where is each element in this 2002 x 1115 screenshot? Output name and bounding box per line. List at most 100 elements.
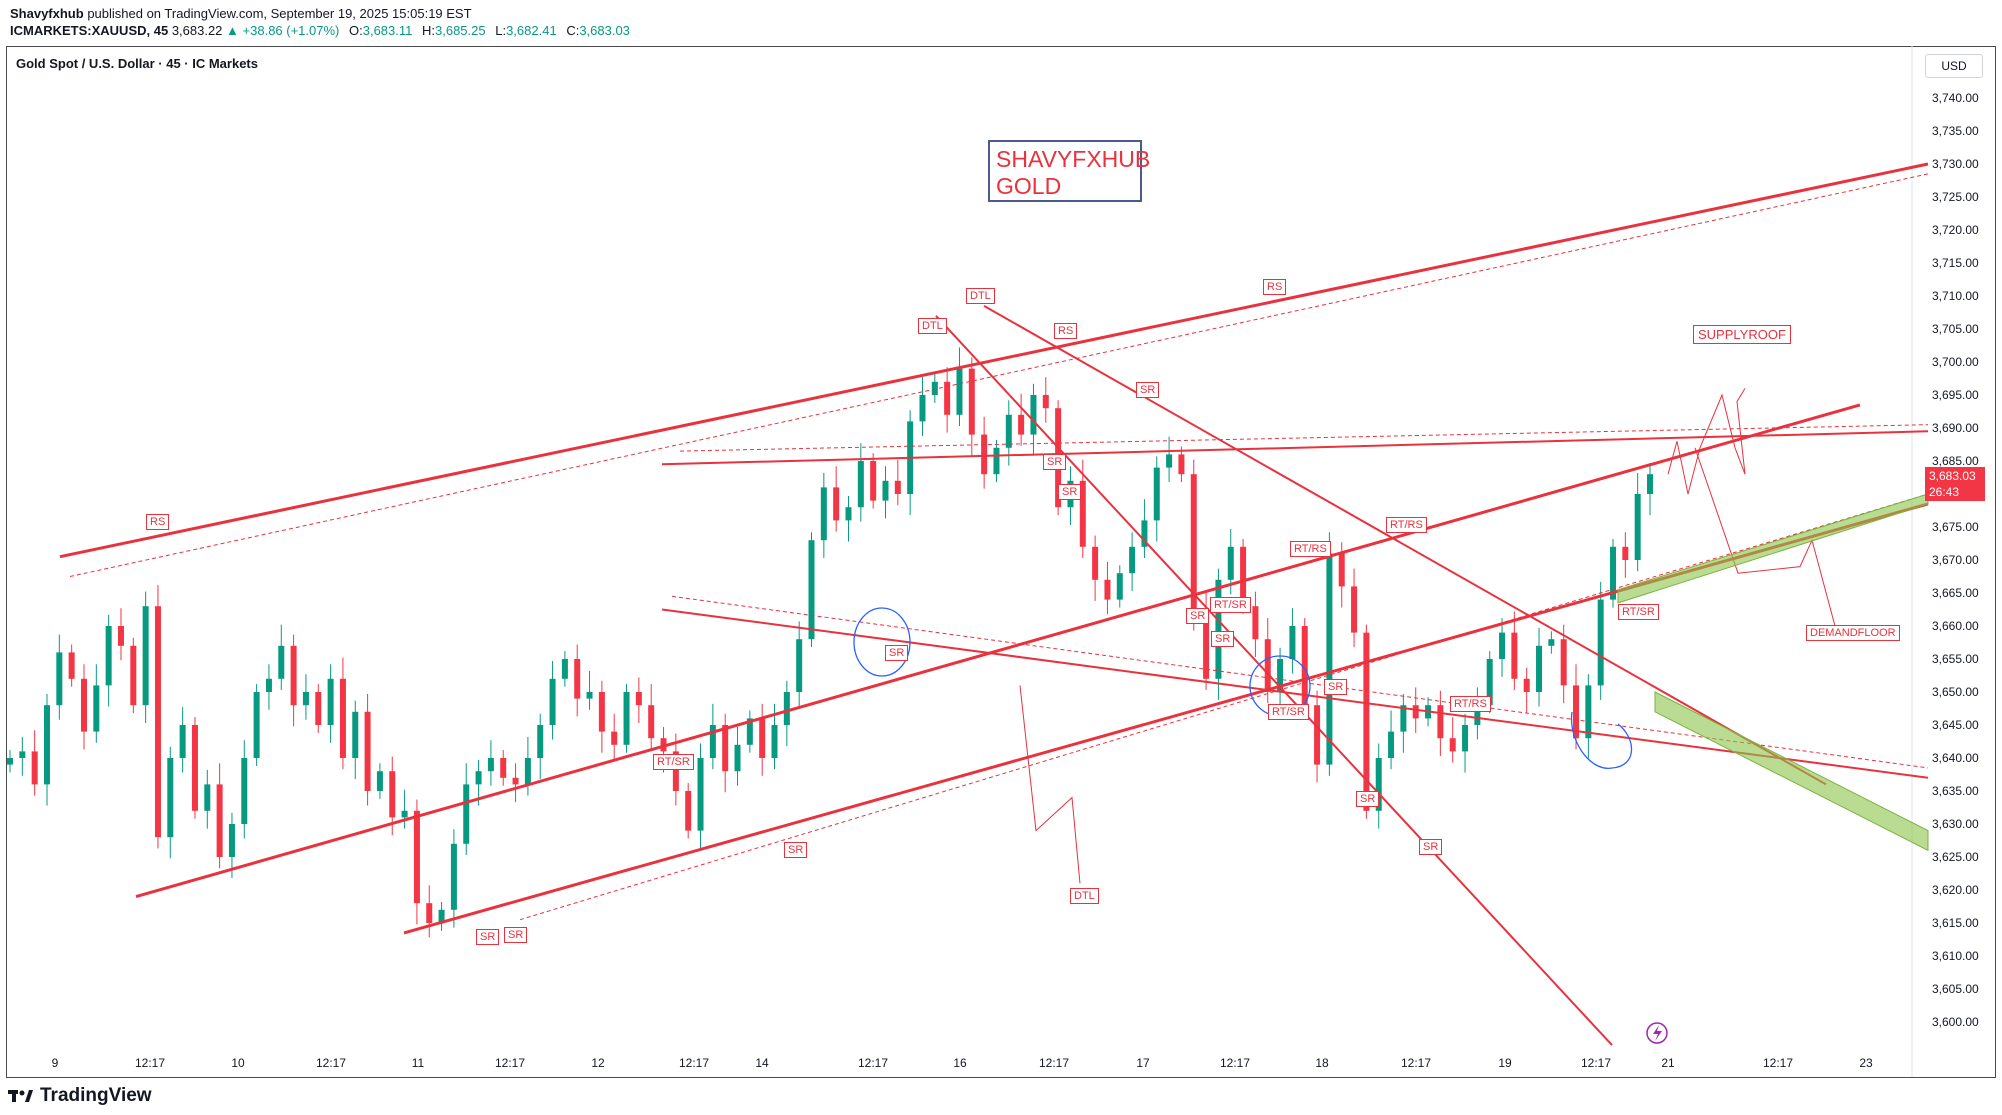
candle-body <box>771 725 778 758</box>
dtl-line <box>983 305 1827 786</box>
annotation-tag[interactable]: RT/SR <box>1210 597 1251 613</box>
x-tick-label: 12:17 <box>1763 1056 1793 1070</box>
annotation-tag[interactable]: SR <box>1211 631 1235 647</box>
candle-body <box>586 692 593 699</box>
candle-body <box>537 725 544 758</box>
candle-body <box>820 487 827 541</box>
last-price: 3,683.22 <box>171 23 223 38</box>
candle-body <box>253 692 260 758</box>
y-tick-label: 3,650.00 <box>1932 685 1979 699</box>
x-tick-label: 12:17 <box>679 1056 709 1070</box>
annotation-tag[interactable]: DTL <box>1070 888 1099 904</box>
y-tick-label: 3,605.00 <box>1932 982 1979 996</box>
y-tick-label: 3,610.00 <box>1932 949 1979 963</box>
candle-body <box>1252 606 1259 640</box>
annotation-tag[interactable]: DTL <box>918 318 947 334</box>
candle-body <box>611 731 618 745</box>
candle-body <box>413 810 420 904</box>
upper-channel-dashed <box>69 173 1929 577</box>
x-tick-label: 12:17 <box>135 1056 165 1070</box>
x-tick-label: 11 <box>412 1056 425 1070</box>
candle-body <box>1104 579 1111 600</box>
candle-body <box>278 645 285 679</box>
annotation-tag[interactable]: RS <box>1263 279 1287 295</box>
candle-body <box>327 678 334 725</box>
annotation-tag[interactable]: RT/RS <box>1290 541 1331 557</box>
annotation-tag[interactable]: RT/SR <box>1618 604 1659 620</box>
y-tick-label: 3,630.00 <box>1932 817 1979 831</box>
annotation-tag[interactable]: RT/SR <box>1268 704 1309 720</box>
candle-body <box>302 692 309 706</box>
annotation-tag[interactable]: SR <box>885 645 909 661</box>
candle-body <box>1523 678 1530 692</box>
candle-body <box>672 751 679 791</box>
candle-body <box>475 771 482 785</box>
candle-body <box>524 758 531 785</box>
candle-body <box>1486 659 1493 706</box>
demand-floor-tag[interactable]: DEMANDFLOOR <box>1806 625 1900 641</box>
candle-body <box>364 711 371 791</box>
annotation-tag[interactable]: SR <box>476 929 500 945</box>
annotation-tag[interactable]: SR <box>1136 382 1160 398</box>
candle-body <box>1622 546 1629 560</box>
projection-path <box>1694 447 1836 627</box>
candle-body <box>117 626 124 646</box>
candle-body <box>783 692 790 725</box>
annotation-tag[interactable]: SR <box>784 842 808 858</box>
candle-body <box>1141 520 1148 547</box>
tradingview-logo-icon <box>8 1090 33 1102</box>
candle-body <box>228 824 235 857</box>
published-text: published on TradingView.com, September … <box>87 6 472 21</box>
candle-body <box>463 784 470 844</box>
annotation-tag[interactable]: SR <box>1419 839 1443 855</box>
candle-body <box>56 652 63 706</box>
y-tick-label: 3,690.00 <box>1932 421 1979 435</box>
annotation-tag[interactable]: RT/SR <box>653 754 694 770</box>
candle-body <box>648 705 655 739</box>
candle-body <box>204 784 211 811</box>
candle-body <box>1079 480 1086 547</box>
currency-button[interactable]: USD <box>1925 54 1983 78</box>
annotation-tag[interactable]: RS <box>146 514 170 530</box>
annotation-tag[interactable]: RT/RS <box>1386 517 1427 533</box>
candle-body <box>1647 474 1653 494</box>
candle-body <box>1597 599 1604 686</box>
candle-body <box>1474 705 1481 725</box>
candle-body <box>179 725 186 758</box>
candle-body <box>685 791 692 831</box>
x-tick-label: 17 <box>1136 1056 1150 1070</box>
candle-body <box>315 692 322 725</box>
candle-body <box>1462 725 1469 752</box>
price-change: ▲ +38.86 (+1.07%) <box>226 23 340 38</box>
x-tick-label: 12:17 <box>1039 1056 1069 1070</box>
candle-body <box>290 645 297 706</box>
candle-body <box>1499 632 1506 659</box>
y-tick-label: 3,645.00 <box>1932 718 1979 732</box>
annotation-tag[interactable]: RT/RS <box>1450 696 1491 712</box>
annotation-tag[interactable]: SR <box>1043 454 1067 470</box>
supply-roof-tag[interactable]: SUPPLYROOF <box>1693 325 1791 344</box>
annotation-tag[interactable]: SR <box>1186 608 1210 624</box>
annotation-tag[interactable]: DTL <box>966 288 995 304</box>
x-tick-label: 16 <box>953 1056 967 1070</box>
annotation-tag[interactable]: SR <box>1324 679 1348 695</box>
chart-frame[interactable] <box>6 46 1996 1078</box>
candle-body <box>426 903 433 923</box>
candle-body <box>191 725 198 811</box>
x-tick-label: 12:17 <box>1220 1056 1250 1070</box>
lightning-icon <box>1653 1025 1662 1041</box>
candle-body <box>944 381 951 415</box>
y-tick-label: 3,620.00 <box>1932 883 1979 897</box>
annotation-tag[interactable]: SR <box>1058 484 1082 500</box>
candle-body <box>216 784 223 857</box>
candle-body <box>759 718 766 758</box>
annotation-tag[interactable]: SR <box>504 927 528 943</box>
demand-zone <box>1617 493 1929 604</box>
candle-body <box>1190 474 1197 613</box>
y-tick-label: 3,600.00 <box>1932 1015 1979 1029</box>
annotation-tag[interactable]: RS <box>1054 323 1078 339</box>
candle-body <box>1116 573 1123 600</box>
y-tick-label: 3,695.00 <box>1932 388 1979 402</box>
annotation-tag[interactable]: SR <box>1356 791 1380 807</box>
